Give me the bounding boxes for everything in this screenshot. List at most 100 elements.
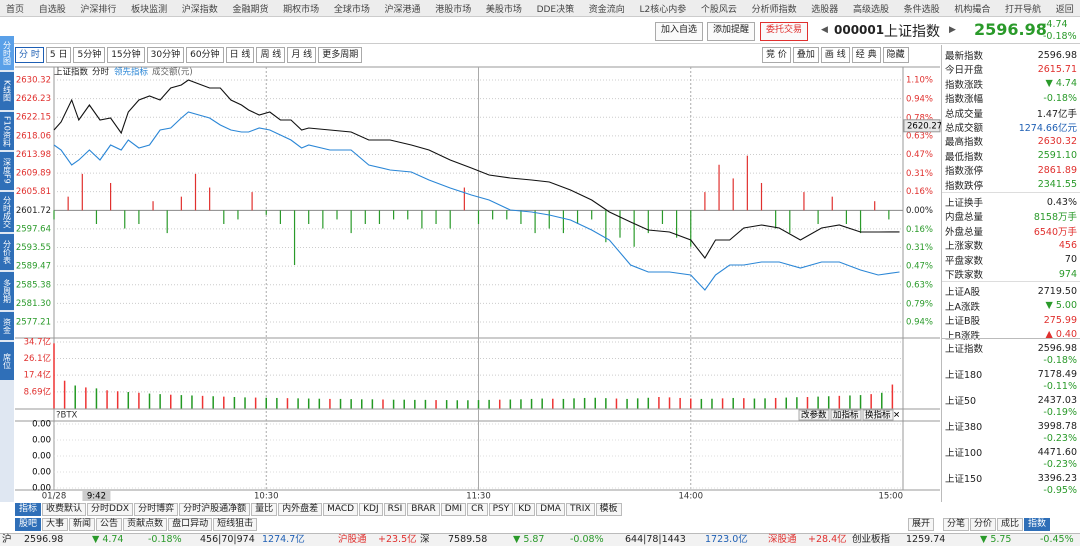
period-tab[interactable]: 月 线 [287, 47, 317, 63]
indicator-tab[interactable]: KDJ [359, 503, 383, 516]
info-tab[interactable]: 短线狙击 [213, 518, 258, 531]
indicator-tab[interactable]: 内外盘差 [278, 503, 323, 516]
menu-item[interactable]: 机构撮合 [954, 4, 991, 15]
indicator-button[interactable]: 加指标 [833, 410, 859, 421]
menu-item[interactable]: 全球市场 [333, 4, 370, 15]
menu-item[interactable]: 沪深排行 [80, 4, 117, 15]
indicator-button-box[interactable] [798, 409, 830, 421]
menu-item[interactable]: 沪深港通 [384, 4, 421, 15]
menu-item[interactable]: 个股风云 [700, 4, 737, 15]
indicator-tab[interactable]: PSY [488, 503, 514, 516]
menu-item[interactable]: 条件选股 [903, 4, 940, 15]
menu-item[interactable]: 返回 [1055, 4, 1074, 15]
menu-item[interactable]: 首页 [6, 4, 25, 15]
prev-arrow[interactable]: ◀ [821, 25, 828, 35]
indicator-tab[interactable]: MACD [323, 503, 359, 516]
period-tab[interactable]: 15分钟 [107, 47, 145, 63]
menu-item[interactable]: 分析师指数 [751, 4, 797, 15]
indicator-tab[interactable]: 收费默认 [42, 503, 87, 516]
side-tab[interactable]: 多周期 [0, 272, 14, 310]
tool-button[interactable]: 隐藏 [882, 47, 909, 63]
indicator-tab[interactable]: 指标 [15, 503, 42, 516]
info-tab[interactable]: 大事 [42, 518, 69, 531]
stat-row: 指数涨幅 -0.18% [945, 91, 1077, 106]
info-tab[interactable]: 公告 [96, 518, 123, 531]
menu-item[interactable]: 资金流向 [588, 4, 625, 15]
menu-item[interactable]: 港股市场 [435, 4, 472, 15]
indicator-tab[interactable]: BRAR [407, 503, 440, 516]
menu-item[interactable]: DDE决策 [536, 4, 575, 15]
detail-tab[interactable]: 分价 [970, 518, 997, 531]
period-tab[interactable]: 日 线 [225, 47, 255, 63]
index-price: 3998.78 [1037, 420, 1077, 432]
indicator-button[interactable]: 换指标 [865, 410, 891, 421]
period-tab[interactable]: 30分钟 [146, 47, 185, 63]
index-price: 2596.98 [1037, 342, 1077, 354]
hover-value: 2620.27 [907, 121, 941, 131]
add-alert-button[interactable]: 添加提醒 [707, 22, 756, 41]
info-tab[interactable]: 新闻 [69, 518, 96, 531]
tool-button[interactable]: 经 典 [851, 47, 881, 63]
stat-label: 最新指数 [945, 51, 984, 62]
tool-button[interactable]: 竞 价 [762, 47, 791, 63]
detail-tab[interactable]: 成比 [997, 518, 1024, 531]
indicator-tab[interactable]: TRIX [565, 503, 595, 516]
menu-item[interactable]: 高级选股 [852, 4, 889, 15]
ticker-item: 456|70|974 [200, 534, 255, 545]
indicator-tab[interactable]: KD [514, 503, 536, 516]
period-tab[interactable]: 更多周期 [318, 47, 363, 63]
expand-button[interactable]: 展开 [908, 518, 935, 531]
menu-item[interactable]: 板块监测 [131, 4, 168, 15]
menu-item[interactable]: 选股器 [811, 4, 839, 15]
menu-item[interactable]: 打开导航 [1005, 4, 1042, 15]
info-tab[interactable]: 股吧 [15, 518, 42, 531]
detail-tab[interactable]: 分笔 [943, 518, 970, 531]
menu-item[interactable]: 美股市场 [485, 4, 522, 15]
period-tab[interactable]: 5 日 [45, 47, 72, 63]
menu-item[interactable]: 自选股 [38, 4, 66, 15]
side-tab[interactable]: 席位 [0, 342, 14, 380]
price-line [53, 79, 900, 259]
y2-tick-label: 0.31% [906, 169, 933, 179]
side-tab[interactable]: 分时图 [0, 36, 14, 70]
menu-item[interactable]: 沪深指数 [181, 4, 218, 15]
indicator-tab[interactable]: DMI [440, 503, 467, 516]
tool-button[interactable]: 画 线 [820, 47, 850, 63]
menu-item[interactable]: L2核心内参 [639, 4, 687, 15]
menu-item[interactable]: 期权市场 [283, 4, 320, 15]
indicator-tab[interactable]: 分时沪股通净额 [179, 503, 251, 516]
chart-label: 领先指标 [114, 67, 149, 78]
side-tab[interactable]: K线图 [0, 72, 14, 110]
period-tab[interactable]: 5分钟 [73, 47, 106, 63]
side-tab[interactable]: 分价表 [0, 234, 14, 270]
indicator-tab[interactable]: 量比 [251, 503, 278, 516]
info-tab[interactable]: 贡献点数 [123, 518, 168, 531]
indicator-tab[interactable]: CR [467, 503, 488, 516]
add-watch-button[interactable]: 加入自选 [655, 22, 704, 41]
stock-code: 000001 [834, 23, 885, 37]
indicator-tab[interactable]: 模板 [595, 503, 622, 516]
side-tab[interactable]: F10资料 [0, 112, 14, 150]
indicator-button-box[interactable] [862, 409, 894, 421]
trade-button[interactable]: 委托交易 [760, 22, 809, 41]
indicator-tab[interactable]: 分时博弈 [134, 503, 179, 516]
indicator-tab[interactable]: DMA [536, 503, 565, 516]
indicator-tab[interactable]: RSI [383, 503, 407, 516]
tool-button[interactable]: 叠加 [792, 47, 819, 63]
next-arrow[interactable]: ▶ [949, 25, 956, 35]
indicator-button-box[interactable] [830, 409, 862, 421]
stat-label: 指数涨停 [945, 166, 984, 178]
period-tab[interactable]: 分 时 [15, 47, 44, 63]
indicator-button[interactable]: 改参数 [801, 410, 827, 421]
side-tab[interactable]: 资金 [0, 312, 14, 340]
menu-item[interactable]: 金融期货 [232, 4, 269, 15]
period-tab[interactable]: 周 线 [256, 47, 286, 63]
indicator-tab[interactable]: 分时DDX [87, 503, 134, 516]
info-tab[interactable]: 盘口异动 [168, 518, 213, 531]
stat-label: 指数跌停 [945, 180, 984, 192]
detail-tab[interactable]: 指数 [1024, 518, 1051, 531]
side-tabs: 分时图 K线图 F10资料深度F9 分时成交分价表多周期资金 席位 [0, 36, 14, 502]
side-tab[interactable]: 分时成交 [0, 192, 14, 232]
period-tab[interactable]: 60分钟 [186, 47, 224, 63]
side-tab[interactable]: 深度F9 [0, 152, 14, 190]
